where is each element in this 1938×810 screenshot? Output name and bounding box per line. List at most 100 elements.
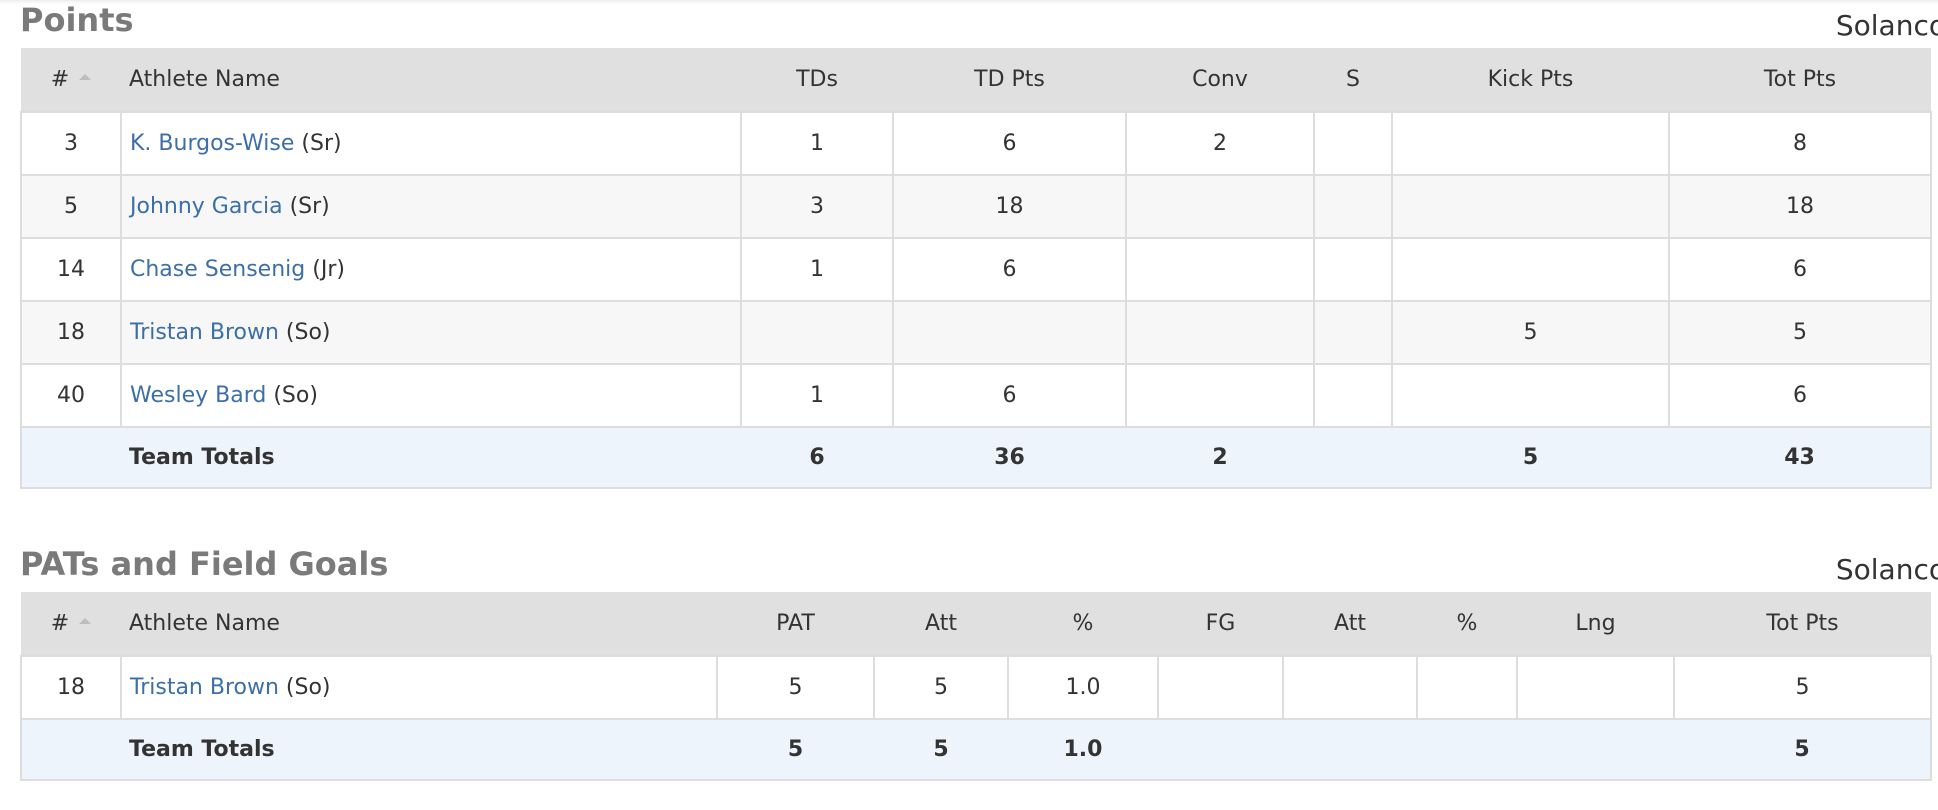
kick-pts-value xyxy=(1391,174,1670,239)
sort-asc-icon[interactable] xyxy=(79,74,92,80)
column-header-fg-att[interactable]: Att xyxy=(1283,592,1417,656)
tot-pts-value: 6 xyxy=(1668,237,1932,302)
column-header-conv[interactable]: Conv xyxy=(1126,48,1314,112)
totals-s xyxy=(1314,426,1392,489)
column-header-athlete-name[interactable]: Athlete Name xyxy=(121,48,741,112)
points-table: # Athlete Name TDs TD Pts Conv S Kick Pt… xyxy=(20,48,1932,489)
column-header-tds[interactable]: TDs xyxy=(741,48,893,112)
tot-pts-value: 8 xyxy=(1668,111,1932,176)
athlete-number: 5 xyxy=(20,174,122,239)
pats-title: PATs and Field Goals xyxy=(20,545,389,583)
athlete-class: (Sr) xyxy=(289,194,330,219)
column-header-td-pts[interactable]: TD Pts xyxy=(893,48,1126,112)
fg-att-value xyxy=(1282,655,1418,720)
tot-pts-value: 6 xyxy=(1668,363,1932,428)
column-header-tot-pts[interactable]: Tot Pts xyxy=(1669,48,1931,112)
table-row: 14 Chase Sensenig (Jr) 1 6 6 xyxy=(20,237,1932,302)
athlete-class: (Jr) xyxy=(312,257,345,282)
athlete-number: 14 xyxy=(20,237,122,302)
tot-pts-value: 5 xyxy=(1668,300,1932,365)
athlete-name-cell: Chase Sensenig (Jr) xyxy=(120,237,742,302)
pat-pct-value: 1.0 xyxy=(1007,655,1159,720)
pats-table: # Athlete Name PAT Att % FG Att % Lng To… xyxy=(20,592,1932,781)
s-value xyxy=(1313,300,1393,365)
table-row: 18 Tristan Brown (So) 5 5 xyxy=(20,300,1932,365)
points-title: Points xyxy=(20,1,134,39)
column-header-fg-pct[interactable]: % xyxy=(1417,592,1517,656)
athlete-class: (So) xyxy=(285,320,331,345)
athlete-number: 18 xyxy=(20,655,122,720)
athlete-link[interactable]: Johnny Garcia xyxy=(130,194,283,219)
conv-value xyxy=(1125,174,1315,239)
td-pts-value: 6 xyxy=(892,111,1127,176)
column-header-tot-pts[interactable]: Tot Pts xyxy=(1674,592,1931,656)
pats-section: PATs and Field Goals Solanco # Athlete N… xyxy=(20,544,1938,781)
column-header-lng[interactable]: Lng xyxy=(1517,592,1674,656)
totals-tds: 6 xyxy=(741,426,893,489)
sort-asc-icon[interactable] xyxy=(79,618,92,624)
td-pts-value: 6 xyxy=(892,363,1127,428)
points-header-row: # Athlete Name TDs TD Pts Conv S Kick Pt… xyxy=(21,48,1931,112)
totals-conv: 2 xyxy=(1126,426,1314,489)
column-header-s[interactable]: S xyxy=(1314,48,1392,112)
tds-value: 3 xyxy=(740,174,894,239)
team-totals-row: Team Totals 6 36 2 5 43 xyxy=(20,426,1932,489)
athlete-name-cell: Tristan Brown (So) xyxy=(120,300,742,365)
athlete-name-cell: Johnny Garcia (Sr) xyxy=(120,174,742,239)
points-section-header: Points Solanco xyxy=(20,0,1938,48)
kick-pts-value xyxy=(1391,363,1670,428)
td-pts-value: 18 xyxy=(892,174,1127,239)
tds-value: 1 xyxy=(740,111,894,176)
column-header-number[interactable]: # xyxy=(21,592,121,656)
fg-value xyxy=(1157,655,1284,720)
s-value xyxy=(1313,363,1393,428)
column-header-number[interactable]: # xyxy=(21,48,121,112)
points-section: Points Solanco # Athlete Name TDs TD Pts xyxy=(20,0,1938,489)
s-value xyxy=(1313,111,1393,176)
pats-section-header: PATs and Field Goals Solanco xyxy=(20,544,1938,592)
table-row: 18 Tristan Brown (So) 5 5 1.0 5 xyxy=(20,655,1932,720)
pats-team-name: Solanco xyxy=(1835,553,1938,586)
athlete-link[interactable]: Tristan Brown xyxy=(130,675,279,700)
athlete-link[interactable]: Wesley Bard xyxy=(130,383,267,408)
column-header-pat-pct[interactable]: % xyxy=(1008,592,1158,656)
athlete-name-cell: K. Burgos-Wise (Sr) xyxy=(120,111,742,176)
tds-value xyxy=(740,300,894,365)
column-header-athlete-name[interactable]: Athlete Name xyxy=(121,592,717,656)
totals-pat: 5 xyxy=(717,718,874,781)
athlete-class: (So) xyxy=(285,675,331,700)
athlete-class: (Sr) xyxy=(301,131,342,156)
conv-value: 2 xyxy=(1125,111,1315,176)
column-header-pat-att[interactable]: Att xyxy=(874,592,1008,656)
tds-value: 1 xyxy=(740,237,894,302)
conv-value xyxy=(1125,237,1315,302)
conv-value xyxy=(1125,300,1315,365)
team-totals-label: Team Totals xyxy=(121,718,717,781)
totals-tot-pts: 5 xyxy=(1674,718,1932,781)
column-header-kick-pts[interactable]: Kick Pts xyxy=(1392,48,1669,112)
tot-pts-value: 18 xyxy=(1668,174,1932,239)
fg-pct-value xyxy=(1416,655,1518,720)
athlete-number: 40 xyxy=(20,363,122,428)
column-header-pat[interactable]: PAT xyxy=(717,592,874,656)
totals-fg-pct xyxy=(1417,718,1517,781)
athlete-link[interactable]: Tristan Brown xyxy=(130,320,279,345)
column-header-fg[interactable]: FG xyxy=(1158,592,1283,656)
s-value xyxy=(1313,237,1393,302)
athlete-number: 3 xyxy=(20,111,122,176)
tds-value: 1 xyxy=(740,363,894,428)
table-row: 5 Johnny Garcia (Sr) 3 18 18 xyxy=(20,174,1932,239)
totals-tot-pts: 43 xyxy=(1669,426,1932,489)
kick-pts-value xyxy=(1391,111,1670,176)
team-totals-label: Team Totals xyxy=(121,426,741,489)
team-totals-row: Team Totals 5 5 1.0 5 xyxy=(20,718,1932,781)
athlete-link[interactable]: K. Burgos-Wise xyxy=(130,131,295,156)
kick-pts-value: 5 xyxy=(1391,300,1670,365)
totals-lng xyxy=(1517,718,1674,781)
totals-number-cell xyxy=(20,426,121,489)
athlete-name-cell: Wesley Bard (So) xyxy=(120,363,742,428)
td-pts-value: 6 xyxy=(892,237,1127,302)
athlete-link[interactable]: Chase Sensenig xyxy=(130,257,306,282)
tot-pts-value: 5 xyxy=(1673,655,1932,720)
